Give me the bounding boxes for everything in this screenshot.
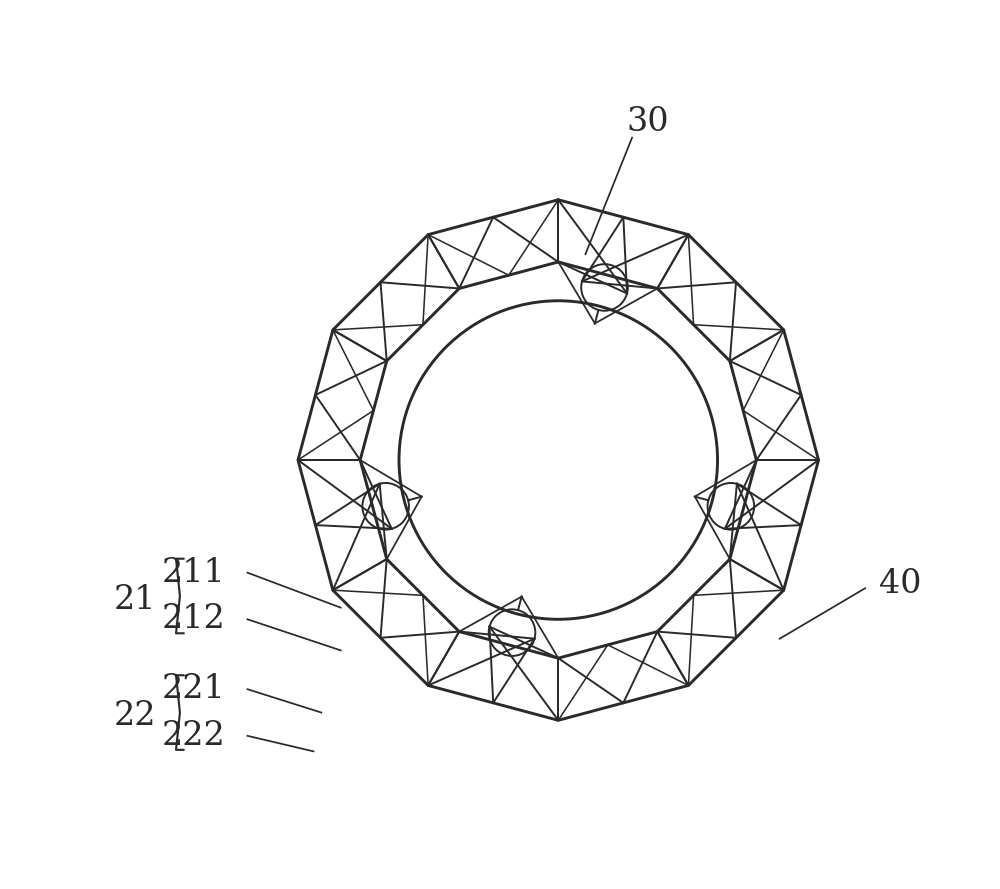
Text: 211: 211 (161, 557, 225, 589)
Text: 30: 30 (626, 106, 669, 138)
Text: 40: 40 (879, 568, 921, 600)
Text: 222: 222 (161, 720, 225, 752)
Text: 21: 21 (114, 584, 156, 616)
Text: 22: 22 (114, 701, 156, 733)
Text: 221: 221 (161, 673, 225, 705)
Text: 212: 212 (161, 604, 225, 636)
